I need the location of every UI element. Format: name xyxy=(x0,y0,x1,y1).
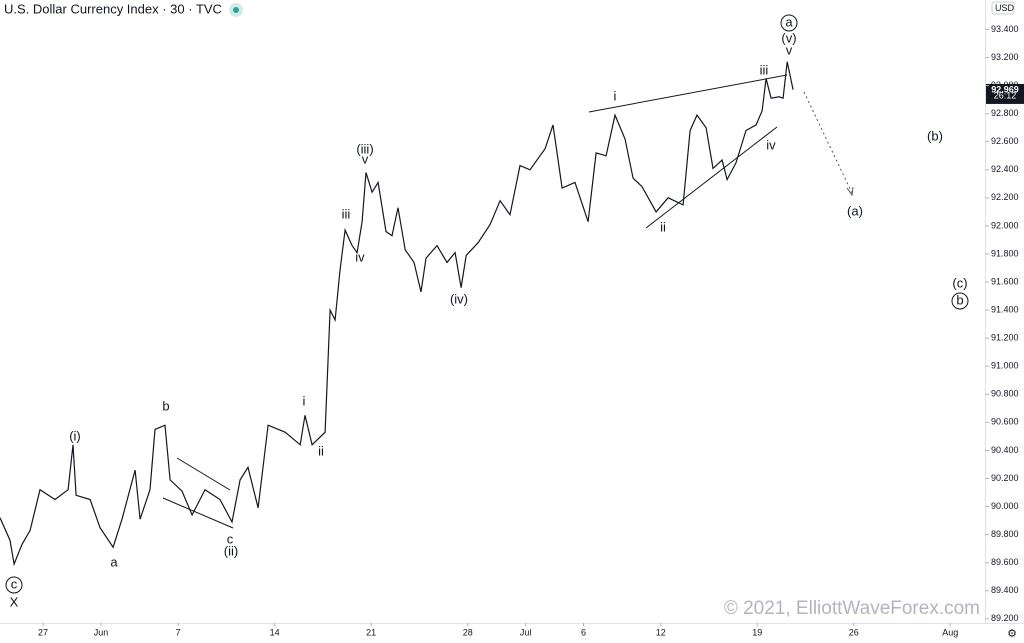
x-tick-label: 27 xyxy=(38,627,48,637)
x-tick-label: 19 xyxy=(752,627,762,637)
price-line xyxy=(0,61,794,567)
y-tick-label: 91.800 xyxy=(991,248,1019,258)
status-dot xyxy=(233,7,239,13)
annotation-circle xyxy=(780,14,798,32)
x-tick-label: 28 xyxy=(463,627,473,637)
wave-label: a xyxy=(110,554,118,569)
annotation-circle xyxy=(951,292,969,310)
y-tick-label: 90.200 xyxy=(991,473,1019,483)
wave-label: v xyxy=(362,151,369,166)
y-tick-label: 92.600 xyxy=(991,136,1019,146)
y-tick-label: 89.600 xyxy=(991,557,1019,567)
wave-label: i xyxy=(614,88,617,103)
trendline xyxy=(162,497,234,529)
wave-label: i xyxy=(303,393,306,408)
x-tick-label: 6 xyxy=(581,627,586,637)
y-tick-label: 92.200 xyxy=(991,192,1019,202)
y-tick-label: 93.400 xyxy=(991,24,1019,34)
x-tick-label: 12 xyxy=(656,627,666,637)
wave-label: iii xyxy=(760,62,769,77)
wave-label: ii xyxy=(660,219,666,234)
wave-label: X xyxy=(10,594,19,609)
y-tick-label: 89.800 xyxy=(991,529,1019,539)
wave-label: (iv) xyxy=(450,291,468,306)
wave-label: (i) xyxy=(69,428,81,443)
wave-label: (c) xyxy=(952,275,967,290)
y-tick-label: 93.000 xyxy=(991,80,1019,90)
x-tick-label: 7 xyxy=(176,627,181,637)
wave-label: c xyxy=(227,531,234,546)
wave-label: (ii) xyxy=(224,543,238,558)
x-tick-label: Jul xyxy=(520,627,532,637)
countdown: 26:12 xyxy=(994,90,1017,100)
y-tick-label: 92.800 xyxy=(991,108,1019,118)
wave-label: iv xyxy=(766,137,776,152)
currency-box[interactable] xyxy=(991,1,1015,15)
y-tick-label: 91.000 xyxy=(991,361,1019,371)
y-tick-label: 91.600 xyxy=(991,276,1019,286)
projection-arrow xyxy=(803,91,853,194)
y-tick-label: 90.800 xyxy=(991,389,1019,399)
y-tick-label: 90.400 xyxy=(991,445,1019,455)
chart-title: U.S. Dollar Currency Index · 30 · TVC xyxy=(4,1,222,16)
wave-label: c xyxy=(11,576,18,591)
y-tick-label: 90.000 xyxy=(991,501,1019,511)
wave-label: (iii) xyxy=(356,141,373,156)
y-tick-label: 89.200 xyxy=(991,613,1019,623)
wave-label: v xyxy=(786,42,793,57)
y-tick-label: 91.200 xyxy=(991,333,1019,343)
trendline xyxy=(176,457,231,491)
wave-label: (a) xyxy=(847,203,863,218)
x-tick-label: Jun xyxy=(94,627,109,637)
wave-label: ii xyxy=(318,443,324,458)
x-tick-label: Aug xyxy=(942,627,958,637)
wave-label: b xyxy=(956,292,963,307)
y-tick-label: 92.400 xyxy=(991,164,1019,174)
watermark: © 2021, ElliottWaveForex.com xyxy=(724,598,980,619)
y-tick-label: 92.000 xyxy=(991,220,1019,230)
wave-label: (v) xyxy=(781,30,796,45)
annotation-circle xyxy=(5,576,23,594)
currency[interactable]: USD xyxy=(995,3,1015,13)
y-tick-label: 93.200 xyxy=(991,52,1019,62)
price-tag xyxy=(986,83,1024,104)
x-tick-label: 14 xyxy=(270,627,280,637)
x-tick-label: 26 xyxy=(849,627,859,637)
wave-label: iii xyxy=(342,206,351,221)
last-price: 92.969 xyxy=(991,84,1019,94)
y-tick-label: 89.400 xyxy=(991,585,1019,595)
wave-label: a xyxy=(785,14,793,29)
wave-label: iv xyxy=(355,249,365,264)
projection-arrowhead xyxy=(846,186,854,197)
x-tick-label: 21 xyxy=(366,627,376,637)
wave-label: b xyxy=(162,398,169,413)
wave-label: (b) xyxy=(927,128,943,143)
trendline xyxy=(645,126,778,229)
y-tick-label: 90.600 xyxy=(991,417,1019,427)
y-tick-label: 91.400 xyxy=(991,304,1019,314)
trendline xyxy=(588,74,788,113)
settings-icon[interactable]: ⚙ xyxy=(1007,628,1017,640)
